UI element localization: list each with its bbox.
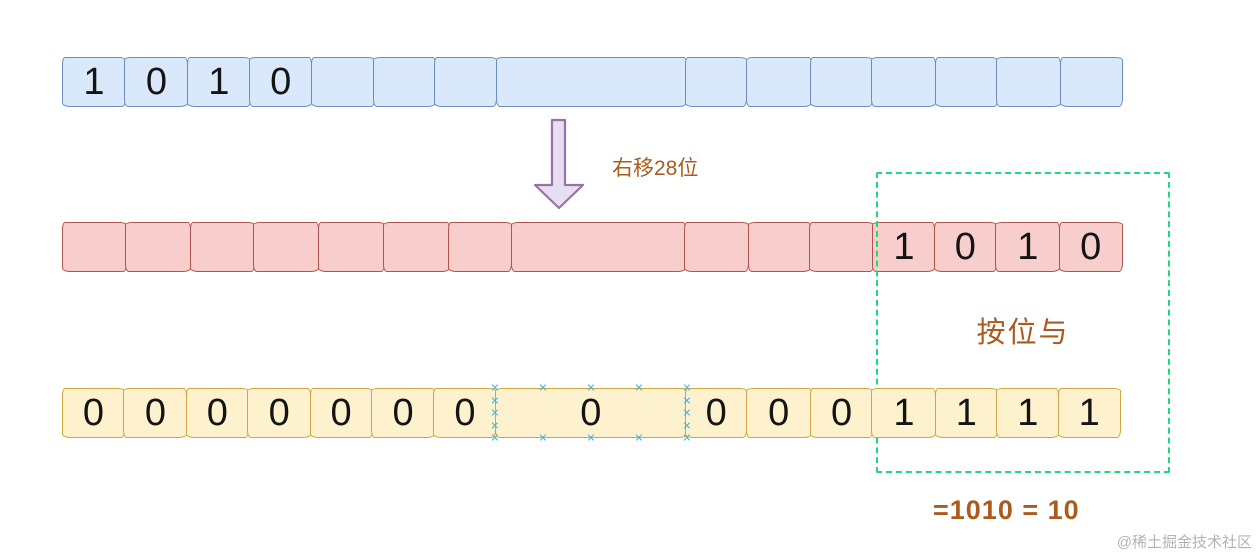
- result-label: =1010 = 10: [933, 495, 1080, 525]
- bit-cell: [810, 57, 874, 107]
- selection-x-icon: ✕: [682, 431, 692, 445]
- bit-cell: 1: [934, 388, 998, 438]
- bit-cell: 1: [995, 222, 1061, 272]
- bit-cell: [448, 222, 513, 272]
- watermark: @稀土掘金技术社区: [1116, 534, 1252, 551]
- bit-cell: [996, 57, 1062, 107]
- bit-cell: [434, 57, 498, 107]
- selection-x-icon: ✕: [490, 394, 500, 407]
- bit-cell: 0: [309, 388, 373, 438]
- bit-cell: [495, 57, 687, 107]
- bit-cell: [383, 222, 451, 272]
- down-arrow-icon: [533, 118, 585, 210]
- selection-x-icon: ✕: [586, 381, 596, 395]
- bit-cell: [1059, 57, 1123, 107]
- bit-cell: [871, 57, 937, 107]
- bit-cell: [189, 222, 255, 272]
- bit-cell: 0: [249, 57, 313, 107]
- bitwise-and-region-box: [876, 172, 1170, 473]
- selection-x-icon: ✕: [634, 381, 644, 395]
- selection-x-icon: ✕: [490, 406, 500, 420]
- bit-cell: [510, 222, 686, 272]
- selection-x-icon: ✕: [682, 394, 692, 407]
- bit-cell: 0: [371, 388, 436, 438]
- selection-x-icon: ✕: [490, 431, 500, 445]
- selection-x-icon: ✕: [586, 431, 596, 445]
- bit-cell: [747, 222, 811, 272]
- bit-cell: 0: [185, 388, 249, 438]
- bitwise-and-label: 按位与: [976, 317, 1070, 349]
- bit-cell: 0: [124, 57, 189, 107]
- bit-cell: 0: [1058, 222, 1123, 272]
- selection-x-icon: ✕: [682, 381, 692, 395]
- bit-cell: [809, 222, 875, 272]
- bit-cell: 1: [62, 57, 126, 107]
- bit-cell: 1: [872, 222, 936, 272]
- bit-cell: [685, 57, 748, 107]
- bit-cell: 1: [871, 388, 937, 438]
- bit-cell: [373, 57, 437, 107]
- selection-x-icon: ✕: [490, 419, 500, 432]
- shift-right-label: 右移28位: [612, 157, 699, 180]
- bit-cell: 1: [1057, 388, 1121, 438]
- bit-cell: [310, 57, 375, 107]
- bit-cell: 0: [745, 388, 812, 438]
- bit-cell: [745, 57, 812, 107]
- bit-cell: 0: [933, 222, 997, 272]
- bit-cell: [317, 222, 385, 272]
- bit-cell: 0: [685, 388, 748, 438]
- bit-cell: 0: [494, 388, 687, 438]
- bit-cell: [125, 222, 192, 272]
- bit-cell: 1: [996, 388, 1060, 438]
- bit-cell: 1: [186, 57, 251, 107]
- bit-cell: [253, 222, 320, 272]
- bit-cell: 0: [123, 388, 188, 438]
- selection-x-icon: ✕: [682, 406, 692, 420]
- bit-cell: [684, 222, 750, 272]
- bit-cell: [934, 57, 998, 107]
- selection-x-icon: ✕: [538, 381, 548, 395]
- selection-x-icon: ✕: [634, 431, 644, 445]
- bit-cell: 0: [62, 388, 125, 438]
- bit-cell: 0: [433, 388, 497, 438]
- selection-x-icon: ✕: [538, 431, 548, 445]
- selection-x-icon: ✕: [682, 419, 692, 432]
- bit-cell: [62, 222, 127, 272]
- bit-cell: 0: [810, 388, 874, 438]
- selection-x-icon: ✕: [490, 381, 500, 395]
- bit-cell: 0: [247, 388, 312, 438]
